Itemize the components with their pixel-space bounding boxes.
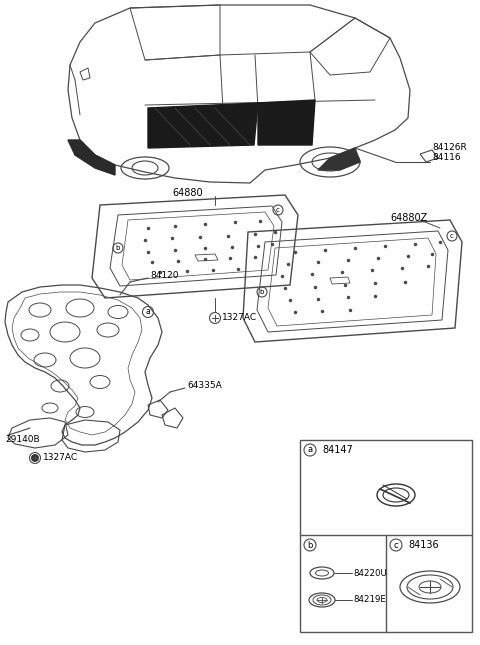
Polygon shape — [318, 148, 360, 170]
Polygon shape — [68, 140, 115, 175]
Text: c: c — [394, 541, 398, 550]
Text: 29140B: 29140B — [5, 435, 40, 444]
Circle shape — [31, 454, 39, 462]
Text: 84220U: 84220U — [353, 568, 387, 577]
Text: 84120: 84120 — [150, 270, 179, 279]
Text: 84116: 84116 — [432, 152, 461, 161]
Text: c: c — [276, 207, 280, 213]
Text: b: b — [260, 289, 264, 295]
Text: 84136: 84136 — [408, 540, 439, 550]
Text: a: a — [145, 308, 150, 317]
Text: 1327AC: 1327AC — [222, 313, 257, 322]
Text: c: c — [450, 233, 454, 239]
Text: b: b — [116, 245, 120, 251]
Text: 64880Z: 64880Z — [390, 213, 427, 223]
Text: 84147: 84147 — [322, 445, 353, 455]
Polygon shape — [148, 103, 258, 148]
Text: b: b — [307, 541, 312, 550]
Text: 84219E: 84219E — [353, 595, 386, 604]
Polygon shape — [258, 100, 315, 145]
Text: 84126R: 84126R — [432, 143, 467, 152]
Text: 64880: 64880 — [173, 188, 204, 198]
Text: 1327AC: 1327AC — [43, 453, 78, 462]
Text: 64335A: 64335A — [187, 381, 222, 390]
Text: a: a — [307, 446, 312, 455]
